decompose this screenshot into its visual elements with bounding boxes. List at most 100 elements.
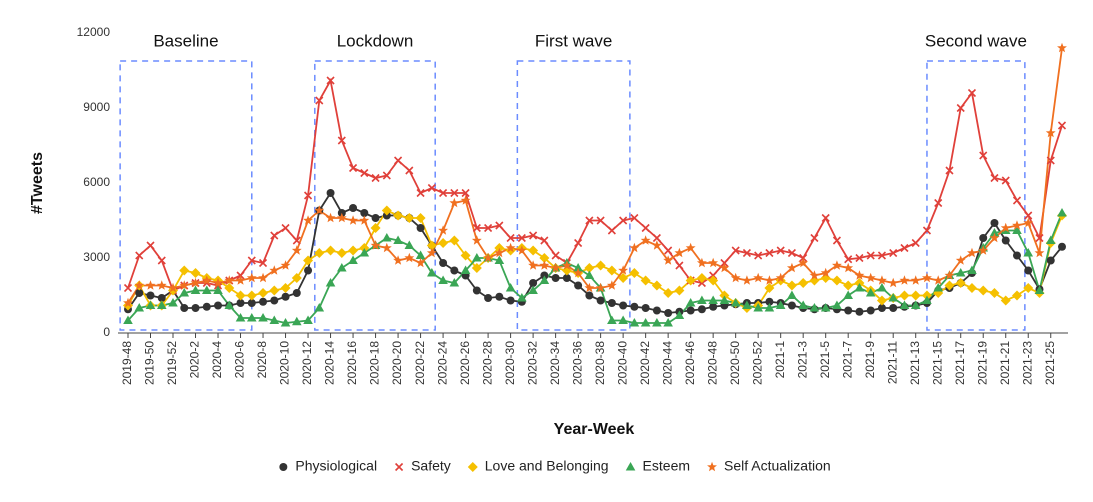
point <box>810 233 819 243</box>
legend-item: Safety <box>395 458 451 474</box>
y-axis-label: #Tweets <box>29 152 46 214</box>
point <box>809 303 820 312</box>
point <box>134 280 145 290</box>
point <box>224 300 235 309</box>
point <box>359 215 370 225</box>
point <box>889 248 898 258</box>
point <box>179 280 190 290</box>
point <box>787 301 796 310</box>
point <box>606 280 617 290</box>
point <box>258 272 268 283</box>
legend-label: Love and Belonging <box>485 458 609 474</box>
x-tick-label: 2019-52 <box>165 341 179 385</box>
point <box>404 240 415 249</box>
point <box>1057 208 1067 217</box>
point <box>258 258 268 268</box>
point <box>989 232 1000 243</box>
point <box>270 231 279 240</box>
point <box>281 292 290 301</box>
point <box>291 245 302 255</box>
x-tick-label: 2020-22 <box>413 341 427 385</box>
point <box>877 251 887 260</box>
point <box>461 188 470 198</box>
x-tick-label: 2021-1 <box>773 341 787 379</box>
point <box>415 213 426 223</box>
period-box <box>926 60 1026 331</box>
point <box>460 195 471 205</box>
point <box>606 265 617 276</box>
point <box>551 274 560 282</box>
y-tick-label: 0 <box>103 325 110 339</box>
point <box>630 302 639 311</box>
point <box>754 251 763 260</box>
point <box>753 272 764 283</box>
point <box>1023 283 1034 293</box>
y-tick-label: 12000 <box>77 25 111 39</box>
point <box>854 270 865 280</box>
point <box>325 212 336 223</box>
legend-marker <box>395 462 404 472</box>
point <box>360 168 369 178</box>
point <box>123 297 133 308</box>
point <box>696 257 707 268</box>
point <box>1011 290 1022 301</box>
y-tick-label: 6000 <box>83 175 110 189</box>
point <box>640 275 651 286</box>
point <box>484 223 493 233</box>
point <box>190 285 201 294</box>
point <box>618 265 629 275</box>
point <box>1012 220 1022 230</box>
x-tick-label: 2020-50 <box>728 341 742 385</box>
x-tick-label: 2020-10 <box>278 341 292 385</box>
point <box>337 136 346 145</box>
point <box>978 285 989 296</box>
point <box>303 191 313 200</box>
x-tick-label: 2020-4 <box>210 341 224 379</box>
point <box>967 265 977 274</box>
point <box>315 96 324 105</box>
point <box>280 260 291 270</box>
point <box>820 267 831 278</box>
point <box>472 223 481 233</box>
x-tick-label: 2021-7 <box>840 341 854 379</box>
x-tick-label: 2020-38 <box>593 341 607 385</box>
point <box>719 295 730 304</box>
point <box>370 223 381 233</box>
point <box>855 253 864 263</box>
point <box>596 296 605 305</box>
point <box>674 310 685 319</box>
point <box>786 280 797 291</box>
point <box>258 288 269 298</box>
point <box>471 235 482 245</box>
legend-label: Esteem <box>643 458 690 474</box>
point <box>933 275 944 285</box>
point <box>484 294 493 302</box>
point <box>303 215 313 225</box>
x-tick-label: 2021-13 <box>908 341 922 385</box>
x-axis-label: Year-Week <box>554 421 635 438</box>
point <box>1000 295 1011 306</box>
point <box>258 313 268 322</box>
series-line <box>127 77 1063 292</box>
point <box>584 282 595 293</box>
point <box>483 252 494 263</box>
point <box>990 219 999 227</box>
point <box>584 263 595 273</box>
point <box>899 300 910 309</box>
point <box>821 213 830 223</box>
point <box>449 197 460 208</box>
point <box>922 226 932 235</box>
point <box>224 275 235 285</box>
legend-item: Love and Belonging <box>467 458 609 474</box>
point <box>201 285 212 294</box>
x-tick-label: 2019-48 <box>120 341 134 385</box>
series-line <box>127 212 1063 324</box>
point <box>955 255 966 265</box>
x-tick-label: 2020-36 <box>570 341 584 385</box>
point <box>135 289 144 297</box>
point <box>291 273 302 283</box>
point <box>405 166 414 175</box>
point <box>1012 251 1021 260</box>
point <box>236 299 245 307</box>
point <box>876 295 887 306</box>
